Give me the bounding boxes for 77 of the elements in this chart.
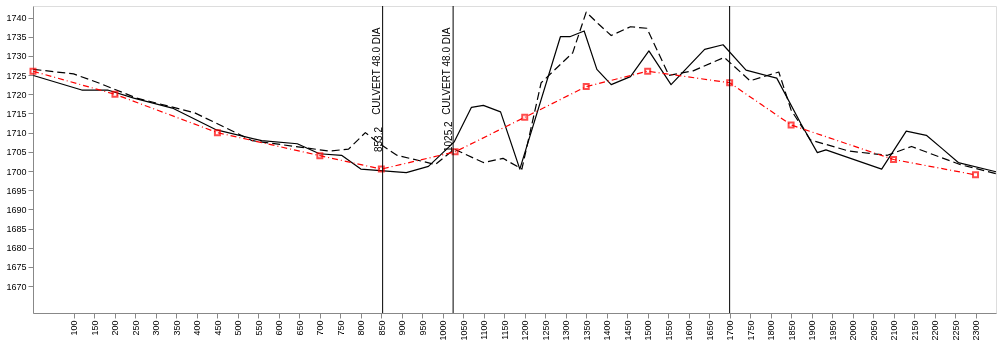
y-tick-label: 1730 [6, 51, 27, 62]
x-tick-label: 1900 [807, 320, 818, 341]
x-tick-label: 1250 [540, 320, 551, 341]
y-tick-label: 1710 [6, 128, 27, 139]
point [316, 152, 324, 160]
y-tick-label: 1670 [6, 281, 27, 292]
x-tick-label: 800 [356, 320, 367, 336]
x-tick-label: 2300 [971, 320, 982, 341]
x-tick-label: 750 [335, 320, 346, 336]
y-tick-label: 1705 [6, 147, 27, 158]
point [890, 156, 898, 163]
x-tick-label: 1750 [745, 320, 756, 341]
x-tick-label: 850 [376, 320, 387, 336]
x-tick-label: 900 [397, 320, 408, 336]
point [377, 165, 385, 173]
y-tick-label: 1680 [6, 243, 27, 254]
x-tick-label: 1850 [786, 320, 797, 341]
x-tick-label: 2100 [889, 320, 900, 341]
x-tick-label: 1050 [458, 320, 469, 341]
x-tick-label: 1400 [602, 320, 613, 341]
x-tick-label: 1350 [581, 320, 592, 341]
annotation: CULVERT 48.0 DIA [370, 27, 382, 115]
x-tick-label: 1600 [684, 320, 695, 341]
x-tick-label: 200 [110, 320, 121, 336]
x-tick-label: 1550 [663, 320, 674, 341]
x-tick-label: 1200 [520, 320, 531, 341]
x-tick-label: 1650 [704, 320, 715, 341]
x-tick-label: 650 [294, 320, 305, 336]
y-tick-label: 1725 [6, 70, 27, 81]
x-tick-label: 1150 [499, 320, 510, 340]
point [451, 148, 459, 156]
ref-line-label: 1025.2 [443, 120, 455, 152]
y-tick-label: 1685 [6, 224, 27, 235]
y-tick-label: 1695 [6, 185, 27, 196]
x-tick-label: 2050 [868, 320, 879, 341]
x-tick-label: 700 [315, 320, 326, 336]
point [726, 79, 734, 87]
x-tick-label: 1500 [643, 320, 654, 341]
point [972, 171, 980, 179]
x-tick-label: 600 [274, 320, 285, 336]
x-tick-label: 150 [89, 320, 100, 336]
point [29, 67, 37, 75]
x-tick-label: 2000 [848, 320, 859, 341]
x-tick-label: 2200 [930, 320, 941, 341]
point [787, 121, 795, 129]
x-tick-label: 350 [171, 320, 182, 336]
x-tick-label: 550 [253, 320, 264, 336]
point [644, 67, 652, 75]
y-tick-label: 1720 [6, 89, 27, 100]
point [111, 90, 119, 98]
x-tick-label: 1300 [561, 320, 572, 341]
y-tick-label: 1690 [6, 204, 27, 215]
point [582, 83, 590, 91]
x-tick-label: 450 [212, 320, 223, 336]
y-tick-label: 1675 [6, 262, 27, 273]
annotation: CULVERT 48.0 DIA [441, 27, 453, 115]
point [213, 129, 221, 137]
x-tick-label: 1950 [827, 320, 838, 341]
x-tick-label: 1450 [622, 320, 633, 341]
x-tick-label: 400 [192, 320, 203, 336]
ref-line-label: 853.2 [372, 126, 384, 152]
x-tick-label: 950 [417, 320, 428, 336]
y-tick-label: 1735 [6, 32, 27, 43]
x-tick-label: 1700 [725, 320, 736, 341]
x-tick-label: 1100 [479, 320, 490, 340]
x-tick-label: 2250 [950, 320, 961, 341]
x-tick-label: 1000 [438, 320, 449, 341]
x-tick-label: 1800 [766, 320, 777, 341]
x-tick-label: 250 [130, 320, 141, 336]
x-tick-label: 2150 [909, 320, 920, 341]
y-tick-label: 1740 [6, 13, 27, 24]
point [521, 113, 529, 121]
x-tick-label: 100 [69, 320, 80, 336]
x-tick-label: 300 [151, 320, 162, 336]
x-tick-label: 500 [233, 320, 244, 336]
y-tick-label: 1700 [6, 166, 27, 177]
y-tick-label: 1715 [6, 108, 27, 119]
